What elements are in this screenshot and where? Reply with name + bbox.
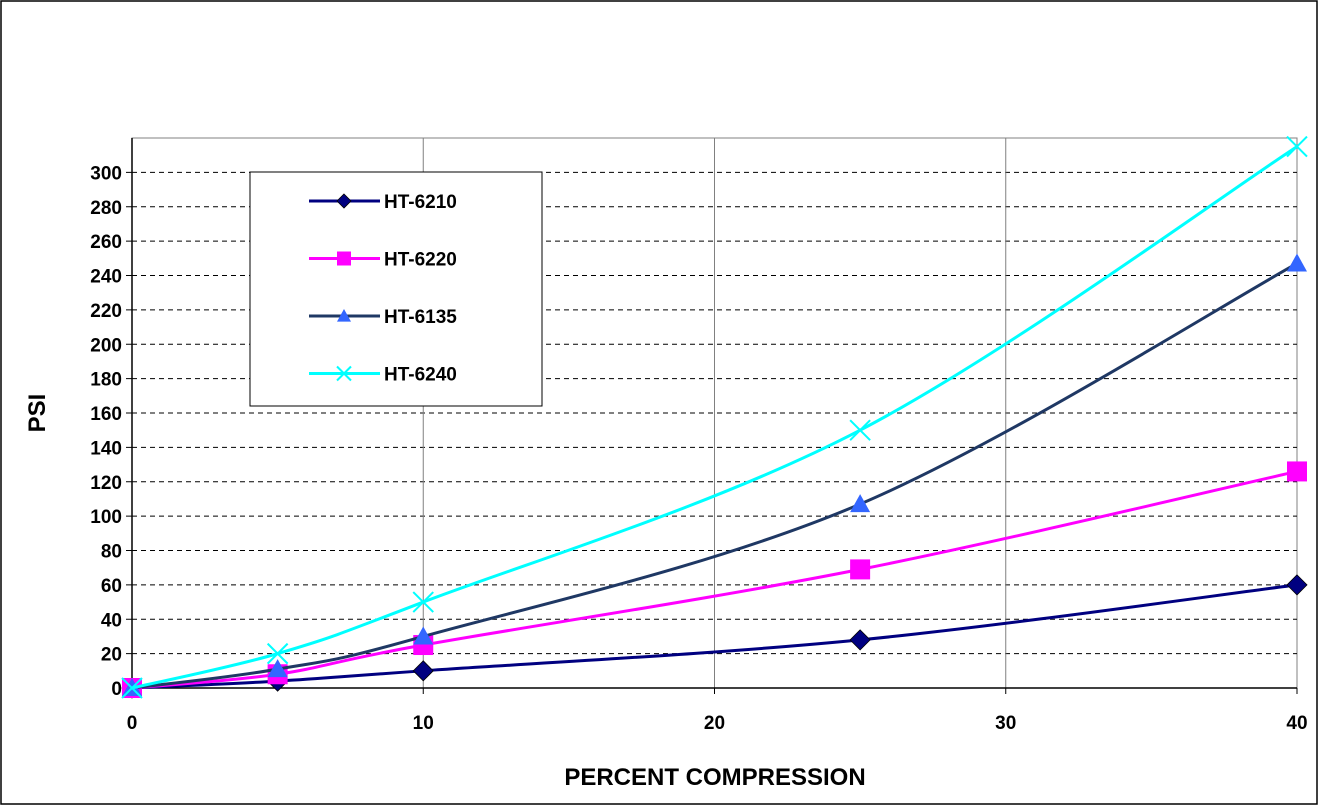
legend-label: HT-6135	[384, 307, 457, 328]
x-tick-label: 40	[1286, 713, 1307, 734]
x-tick-label: 20	[704, 713, 725, 734]
x-marker-stroke	[121, 677, 143, 699]
y-tick-label: 160	[90, 404, 122, 425]
diamond-marker	[412, 660, 434, 682]
y-tick-label: 80	[101, 542, 122, 563]
diamond-marker	[1286, 574, 1308, 596]
x-marker-stroke	[266, 642, 289, 665]
series-line	[131, 145, 1298, 690]
series-line	[131, 262, 1298, 690]
series-line	[131, 583, 1298, 690]
legend: HT-6210 HT-6220 HT-6135 HT-6240	[249, 171, 543, 407]
x-marker-stroke	[336, 365, 352, 382]
x-marker	[266, 642, 289, 665]
triangle-marker	[267, 659, 288, 678]
y-axis-title: PSI	[24, 394, 51, 433]
x-marker-stroke	[1286, 135, 1308, 158]
tick-labels: 0204060801001201401601802002202402602803…	[90, 163, 1307, 734]
y-tick-label: 120	[90, 473, 122, 494]
x-marker-stroke	[849, 419, 871, 441]
y-tick-label: 280	[90, 198, 122, 219]
y-tick-label: 260	[90, 232, 122, 253]
y-tick-label: 20	[101, 645, 122, 666]
y-tick-label: 140	[90, 438, 122, 459]
series-line	[131, 469, 1298, 690]
legend-label: HT-6240	[384, 365, 457, 386]
y-tick-label: 300	[90, 163, 122, 184]
square-marker	[1287, 461, 1307, 482]
y-tick-label: 180	[90, 370, 122, 391]
diamond-marker	[849, 629, 871, 651]
y-tick-label: 240	[90, 267, 122, 288]
series-ht-6240	[121, 135, 1308, 699]
x-marker	[849, 419, 871, 441]
y-tick-label: 100	[90, 507, 122, 528]
triangle-marker	[413, 626, 434, 645]
y-tick-label: 0	[111, 679, 122, 700]
x-axis-title: PERCENT COMPRESSION	[564, 764, 865, 791]
x-marker	[1286, 135, 1308, 158]
series-group	[121, 135, 1308, 699]
diamond-marker	[336, 193, 352, 209]
x-tick-label: 30	[995, 713, 1016, 734]
x-marker-stroke	[412, 591, 434, 613]
x-tick-label: 0	[127, 713, 138, 734]
y-tick-label: 220	[90, 301, 122, 322]
legend-box	[249, 171, 543, 407]
y-tick-label: 40	[101, 610, 122, 631]
square-marker	[850, 559, 871, 580]
x-tick-label: 10	[413, 713, 434, 734]
x-marker	[336, 365, 352, 382]
triangle-marker	[850, 494, 871, 513]
x-marker	[412, 591, 434, 613]
triangle-marker	[1287, 253, 1307, 272]
legend-label: HT-6210	[384, 192, 457, 213]
x-marker	[121, 677, 143, 699]
y-tick-label: 60	[101, 576, 122, 597]
legend-label: HT-6220	[384, 250, 457, 271]
square-marker	[337, 251, 351, 266]
triangle-marker	[337, 309, 351, 322]
y-tick-label: 200	[90, 335, 122, 356]
